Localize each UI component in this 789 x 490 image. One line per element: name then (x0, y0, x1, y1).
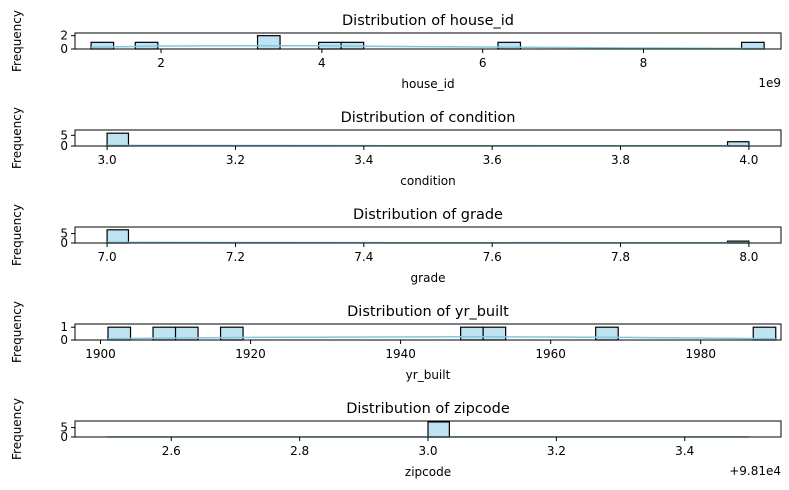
x-axis-label: house_id (401, 77, 454, 91)
axis-offset-text: +9.81e4 (729, 464, 781, 478)
histogram-bar (427, 421, 450, 438)
kde-line (107, 336, 776, 340)
x-tick-label: 6 (479, 56, 487, 70)
x-tick-label: 4 (318, 56, 326, 70)
histogram-panel-4: Distribution of yr_built 1900 1920 1940 1960… (10, 301, 782, 382)
y-tick-label: 0 (60, 430, 68, 444)
histogram-panel-1: Distribution of house_id2 4 6 802house_idFr… (10, 10, 782, 91)
x-tick-label: 3.0 (98, 153, 117, 167)
x-tick-label: 3.4 (354, 153, 373, 167)
histogram-bar (90, 41, 115, 50)
y-tick-label: 5 (60, 128, 68, 142)
y-tick-label: 1 (60, 320, 68, 334)
y-axis-label: Frequency (10, 398, 24, 460)
x-tick-label: 7.2 (226, 250, 245, 264)
x-tick-label: 3.8 (611, 153, 630, 167)
x-tick-label: 7.6 (483, 250, 502, 264)
axes-frame (74, 226, 782, 244)
x-tick-label: 8.0 (739, 250, 758, 264)
y-tick-label: 5 (60, 421, 68, 435)
y-axis-label: Frequency (10, 10, 24, 72)
x-tick-label: 2 (157, 56, 165, 70)
x-tick-label: 1900 (85, 347, 116, 361)
y-axis-label: Frequency (10, 107, 24, 169)
chart-title: Distribution of yr_built (347, 304, 509, 320)
histogram-bar (497, 41, 522, 50)
chart-title: Distribution of grade (353, 207, 503, 223)
x-tick-label: 2.6 (162, 444, 181, 458)
y-axis-label: Frequency (10, 204, 24, 266)
x-tick-label: 3.4 (675, 444, 694, 458)
x-tick-label: 3.2 (547, 444, 566, 458)
x-tick-label: 3.0 (418, 444, 437, 458)
x-tick-label: 7.4 (354, 250, 373, 264)
x-axis-label: zipcode (405, 465, 451, 479)
x-axis-label: grade (411, 271, 446, 285)
chart-title: Distribution of condition (341, 110, 516, 126)
y-tick-label: 5 (60, 227, 68, 241)
chart-title: Distribution of house_id (342, 13, 514, 29)
histogram-panel-2: Distribution of condition 3.0 3.2 3.4 3.6 3.8… (10, 107, 782, 188)
y-tick-label: 2 (60, 29, 68, 43)
histogram-panel-5: Distribution of zipcode 2.6 2.8 3.0 3.2 3.4 05… (10, 398, 782, 479)
histogram-bar (460, 326, 484, 341)
y-tick-label: 0 (60, 139, 68, 153)
x-tick-label: 7.8 (611, 250, 630, 264)
y-tick-label: 0 (60, 333, 68, 347)
x-tick-label: 1960 (535, 347, 566, 361)
chart-title: Distribution of zipcode (346, 401, 510, 417)
x-tick-label: 1920 (235, 347, 266, 361)
y-tick-label: 0 (60, 236, 68, 250)
histogram-panel-3: Distribution of grade 7.0 7.2 7.4 7.6 7.8 8.0 0… (10, 204, 782, 285)
y-axis-label: Frequency (10, 301, 24, 363)
x-tick-label: 3.6 (483, 153, 502, 167)
x-tick-label: 8 (640, 56, 648, 70)
y-tick-label: 0 (60, 42, 68, 56)
axes-frame (74, 32, 782, 50)
x-tick-label: 1980 (685, 347, 716, 361)
x-tick-label: 7.0 (98, 250, 117, 264)
x-axis-label: yr_built (406, 368, 451, 382)
x-tick-label: 2.8 (290, 444, 309, 458)
axes-frame (74, 129, 782, 147)
x-tick-label: 1940 (385, 347, 416, 361)
axes-frame (74, 323, 782, 341)
histogram-bar (106, 132, 130, 147)
histogram-bar (256, 35, 281, 50)
x-axis-label: condition (400, 174, 455, 188)
histogram-bar (106, 229, 130, 244)
kde-line (91, 44, 765, 50)
axis-offset-text: 1e9 (758, 76, 781, 90)
histogram-bar (482, 326, 507, 341)
x-tick-label: 4.0 (739, 153, 758, 167)
x-tick-label: 3.2 (226, 153, 245, 167)
